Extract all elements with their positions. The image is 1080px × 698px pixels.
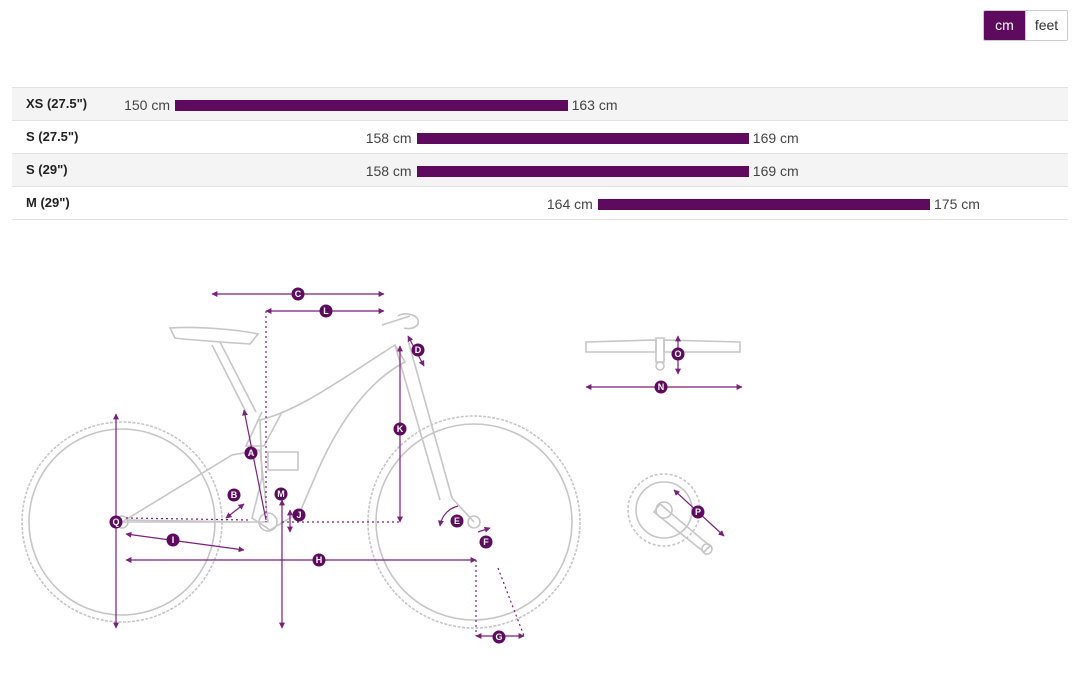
marker-label: C xyxy=(295,289,302,299)
marker-label: A xyxy=(248,448,255,458)
range-max: 169 cm xyxy=(752,130,799,146)
marker-n: N xyxy=(654,380,668,394)
marker-g: G xyxy=(492,630,506,644)
marker-label: O xyxy=(674,349,681,359)
marker-p: P xyxy=(691,505,705,519)
marker-j: J xyxy=(292,508,306,522)
front-wheel xyxy=(367,415,581,629)
size-table: XS (27.5") 150 cm 163 cm S (27.5") 158 c… xyxy=(12,87,1068,220)
size-row-m-29: M (29") 164 cm 175 cm xyxy=(12,186,1068,220)
marker-label: N xyxy=(658,382,665,392)
unit-toggle: cm feet xyxy=(983,10,1068,41)
unit-cm-button[interactable]: cm xyxy=(984,11,1025,40)
range-bar xyxy=(416,133,749,144)
range-max: 163 cm xyxy=(571,97,618,113)
marker-label: H xyxy=(316,555,323,565)
marker-f: F xyxy=(479,535,493,549)
unit-feet-button[interactable]: feet xyxy=(1025,11,1067,40)
marker-m: M xyxy=(274,487,288,501)
size-label: XS (27.5") xyxy=(26,96,88,111)
size-row-s-275: S (27.5") 158 cm 169 cm xyxy=(12,120,1068,153)
range-bar xyxy=(416,166,749,177)
marker-label: E xyxy=(454,516,460,526)
marker-c: C xyxy=(291,287,305,301)
marker-label: Q xyxy=(112,517,119,527)
handlebar-detail xyxy=(585,337,741,371)
marker-label: L xyxy=(323,306,329,316)
marker-label: K xyxy=(397,424,404,434)
marker-label: M xyxy=(277,489,285,499)
size-label: S (29") xyxy=(26,162,68,177)
marker-h: H xyxy=(312,553,326,567)
marker-label: F xyxy=(483,537,489,547)
marker-label: I xyxy=(172,535,175,545)
marker-b: B xyxy=(227,488,241,502)
size-row-xs-275: XS (27.5") 150 cm 163 cm xyxy=(12,87,1068,120)
range-min: 164 cm xyxy=(546,196,593,212)
range-bar xyxy=(597,199,930,210)
range-max: 169 cm xyxy=(752,163,799,179)
size-row-s-29: S (29") 158 cm 169 cm xyxy=(12,153,1068,186)
range-bar xyxy=(175,100,568,111)
size-label: M (29") xyxy=(26,195,70,210)
marker-a: A xyxy=(244,446,258,460)
size-label: S (27.5") xyxy=(26,129,79,144)
marker-l: L xyxy=(319,304,333,318)
marker-label: D xyxy=(415,345,422,355)
marker-e: E xyxy=(450,514,464,528)
marker-q: Q xyxy=(109,515,123,529)
marker-label: G xyxy=(495,632,502,642)
marker-i: I xyxy=(166,533,180,547)
range-min: 150 cm xyxy=(124,97,170,113)
marker-d: D xyxy=(411,343,425,357)
range-min: 158 cm xyxy=(365,130,412,146)
marker-k: K xyxy=(393,422,407,436)
marker-label: P xyxy=(695,507,701,517)
range-max: 175 cm xyxy=(934,196,980,212)
marker-label: J xyxy=(296,510,301,520)
marker-label: B xyxy=(231,490,238,500)
marker-o: O xyxy=(671,347,685,361)
range-min: 158 cm xyxy=(365,163,412,179)
measurement-lines xyxy=(113,291,743,639)
